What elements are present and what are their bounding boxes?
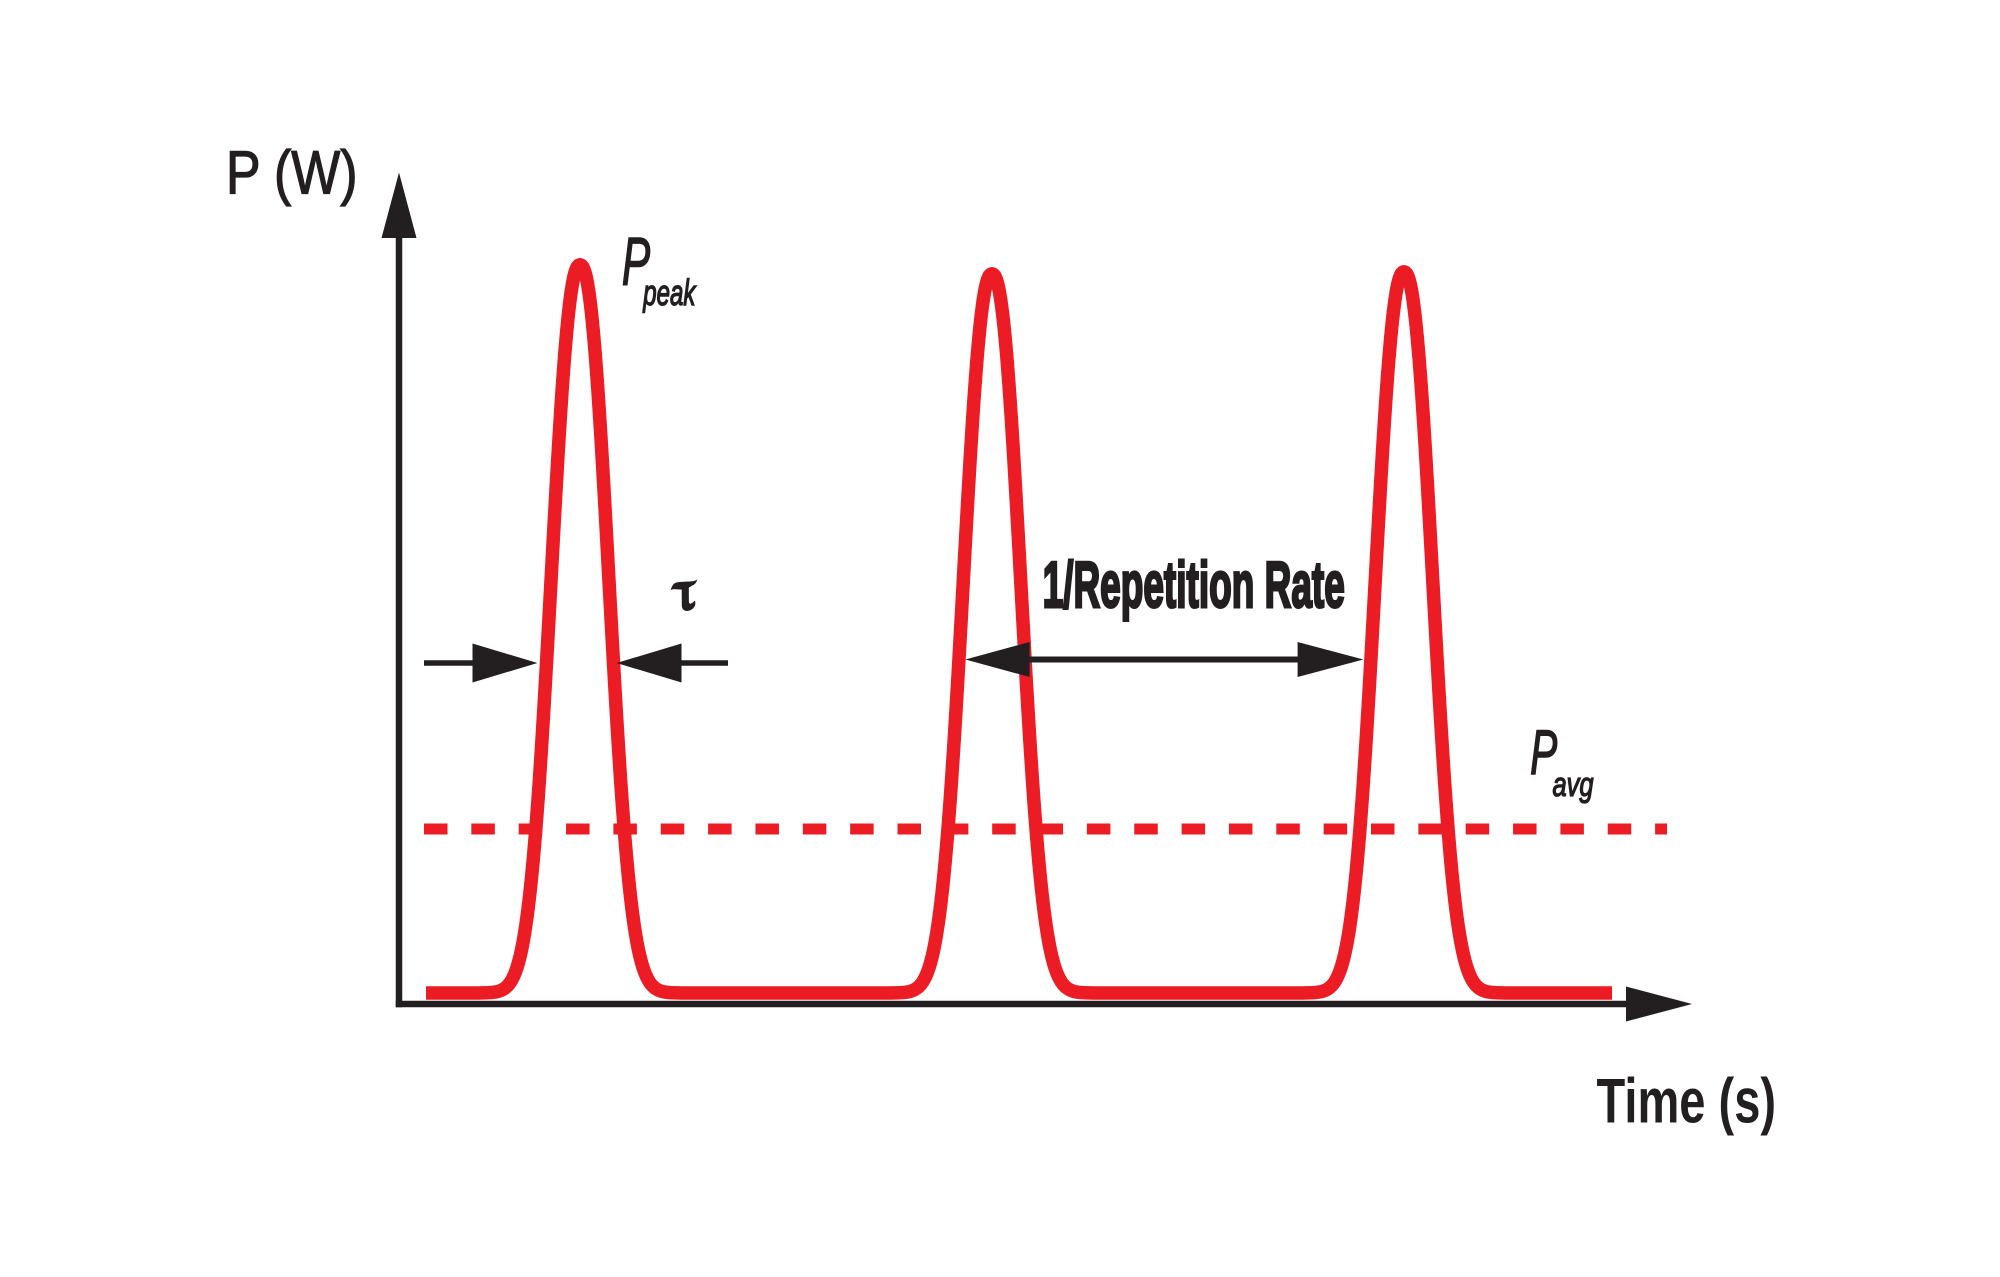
svg-text:peak: peak (643, 273, 697, 313)
svg-text:avg: avg (1553, 766, 1594, 803)
svg-text:P (W): P (W) (226, 139, 357, 207)
svg-text:P: P (622, 223, 651, 298)
svg-text:Time (s): Time (s) (1597, 1066, 1777, 1136)
svg-text:P: P (1530, 718, 1557, 788)
svg-text:1/Repetition Rate: 1/Repetition Rate (1043, 549, 1345, 622)
